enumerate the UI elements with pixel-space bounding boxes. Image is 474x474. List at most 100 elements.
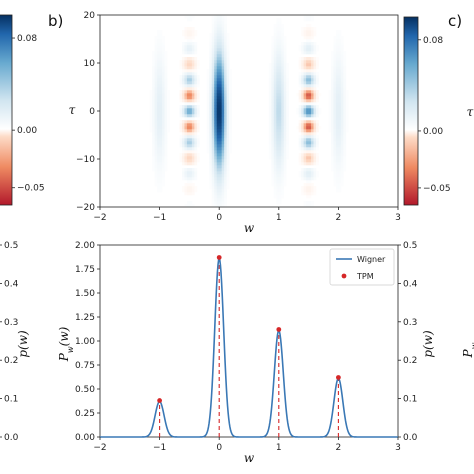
- heatmap-cell: [216, 51, 220, 55]
- heatmap-cell: [209, 60, 213, 64]
- heatmap-cell: [159, 96, 163, 100]
- heatmap-cell: [316, 174, 319, 178]
- heatmap-cell: [191, 147, 195, 151]
- heatmap-cell: [211, 192, 215, 196]
- heatmap-cell: [226, 168, 230, 172]
- heatmap-cell: [273, 171, 277, 175]
- heatmap-cell: [216, 183, 220, 187]
- heatmap-cell: [286, 78, 290, 82]
- heatmap-cell: [335, 45, 339, 49]
- heatmap-cell: [181, 93, 185, 97]
- heatmap-cell: [229, 108, 232, 112]
- heatmap-cell: [283, 93, 287, 97]
- heatmap-cell: [157, 159, 160, 163]
- heatmap-cell: [278, 132, 282, 136]
- heatmap-cell: [226, 156, 230, 160]
- heatmap-cell: [152, 81, 155, 85]
- heatmap-cell: [216, 69, 220, 73]
- heatmap-cell: [273, 75, 277, 79]
- heatmap-cell: [219, 105, 222, 109]
- heatmap-cell: [333, 111, 337, 115]
- heatmap-cell: [216, 165, 220, 169]
- heatmap-cell: [313, 63, 317, 67]
- heatmap-cell: [179, 75, 183, 79]
- heatmap-cell: [338, 96, 342, 100]
- heatmap-cell: [330, 150, 334, 154]
- heatmap-cell: [216, 87, 220, 91]
- heatmap-cell: [281, 147, 285, 151]
- heatmap-cell: [276, 135, 280, 139]
- heatmap-cell: [154, 42, 158, 46]
- heatmap-cell: [306, 171, 309, 175]
- heatmap-cell: [226, 96, 230, 100]
- heatmap-cell: [335, 135, 339, 139]
- heatmap-cell: [333, 174, 337, 178]
- heatmap-cell: [186, 192, 190, 196]
- heatmap-cell: [278, 129, 282, 133]
- heatmap-cell: [214, 30, 218, 34]
- heatmap-cell: [330, 114, 334, 118]
- heatmap-cell: [191, 75, 195, 79]
- line-y-ticks-right: 0.00.10.20.30.40.5: [398, 241, 418, 443]
- heatmap-cell: [276, 114, 280, 118]
- heatmap-cell: [154, 174, 158, 178]
- tpm-point: [216, 255, 222, 260]
- heatmap-cell: [316, 141, 319, 145]
- heatmap-cell: [298, 63, 302, 67]
- heatmap-cell: [308, 171, 312, 175]
- heatmap-cell: [343, 150, 347, 154]
- heatmap-x-tick-label: 2: [336, 213, 342, 223]
- heatmap-cell: [306, 183, 309, 187]
- heatmap-cell: [152, 144, 155, 148]
- line-y-tick-label: 0.25: [75, 409, 95, 419]
- heatmap-cell: [189, 108, 193, 112]
- heatmap-cell: [219, 75, 222, 79]
- heatmap-cell: [340, 54, 344, 58]
- heatmap-cell: [330, 117, 334, 121]
- heatmap-cell: [311, 138, 314, 142]
- heatmap-cell: [179, 135, 183, 139]
- heatmap-cell: [286, 141, 290, 145]
- heatmap-cell: [308, 156, 312, 160]
- heatmap-cell: [301, 99, 304, 103]
- heatmap-cell: [318, 108, 322, 112]
- heatmap-cell: [268, 99, 272, 103]
- heatmap-cell: [335, 114, 339, 118]
- heatmap-cell: [226, 117, 230, 121]
- heatmap-cell: [221, 96, 225, 100]
- heatmap-cell: [194, 150, 198, 154]
- heatmap-cell: [311, 87, 314, 91]
- heatmap-cell: [273, 108, 277, 112]
- heatmap-cell: [281, 60, 285, 64]
- heatmap-cell: [268, 117, 272, 121]
- heatmap-cell: [301, 144, 304, 148]
- heatmap-cell: [343, 87, 347, 91]
- heatmap-cell: [219, 81, 222, 85]
- heatmap-cell: [157, 96, 160, 100]
- heatmap-cell: [226, 186, 230, 190]
- heatmap-cell: [229, 138, 232, 142]
- heatmap-cell: [271, 156, 275, 160]
- heatmap-cell: [189, 63, 193, 67]
- heatmap-cell: [271, 162, 275, 166]
- heatmap-cell: [271, 126, 275, 130]
- heatmap-cell: [191, 93, 195, 97]
- heatmap-cell: [335, 138, 339, 142]
- heatmap-cell: [214, 195, 218, 199]
- heatmap-cell: [308, 75, 312, 79]
- heatmap-cell: [281, 96, 285, 100]
- heatmap-cell: [281, 114, 285, 118]
- heatmap-cell: [157, 69, 160, 73]
- heatmap-cell: [181, 168, 185, 172]
- heatmap-cell: [229, 150, 232, 154]
- heatmap-cell: [214, 147, 218, 151]
- heatmap-cell: [281, 108, 285, 112]
- heatmap-cell: [162, 150, 165, 154]
- heatmap-cell: [283, 138, 287, 142]
- heatmap-cell: [209, 171, 213, 175]
- heatmap-cell: [308, 105, 312, 109]
- heatmap-cell: [276, 198, 280, 202]
- heatmap-cell: [340, 90, 344, 94]
- heatmap-cell: [206, 78, 210, 82]
- heatmap-cell: [276, 93, 280, 97]
